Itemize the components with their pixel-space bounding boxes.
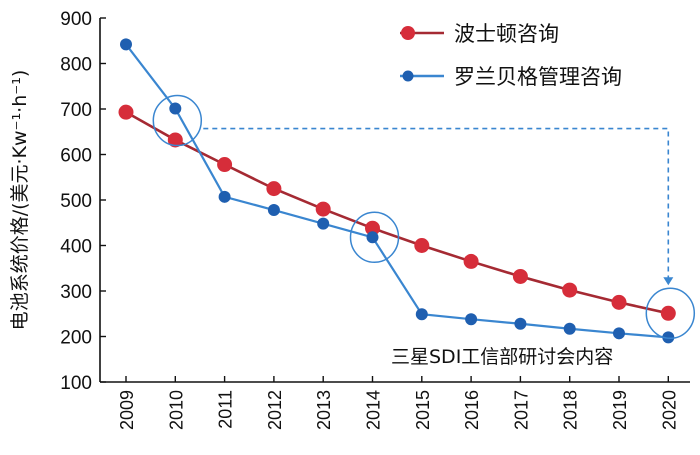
- data-point: [218, 190, 231, 203]
- x-tick-label: 2009: [117, 390, 137, 430]
- data-point: [463, 253, 479, 269]
- data-point: [317, 217, 330, 230]
- x-tick-label: 2020: [659, 390, 679, 430]
- y-tick-label: 600: [60, 146, 92, 167]
- data-point: [613, 327, 625, 340]
- data-point: [414, 238, 430, 253]
- data-point: [366, 231, 379, 244]
- data-point: [512, 268, 528, 284]
- data-point: [120, 38, 132, 51]
- series-line-0: [125, 111, 669, 315]
- y-tick-label: 100: [60, 373, 92, 394]
- y-tick-label: 900: [60, 9, 92, 30]
- data-point: [514, 317, 527, 330]
- highlight-circle: [152, 94, 203, 147]
- series-line-1: [125, 43, 669, 339]
- data-point: [611, 294, 627, 310]
- x-tick-label: 2015: [413, 390, 433, 430]
- data-point: [118, 104, 134, 120]
- data-point: [660, 305, 676, 321]
- y-tick-label: 800: [60, 55, 92, 76]
- y-tick-label: 400: [60, 237, 92, 258]
- x-tick-label: 2010: [166, 390, 186, 430]
- dashed-arrow-head: [663, 277, 674, 286]
- dashed-arrow-line: [203, 127, 670, 282]
- x-tick-label: 2018: [561, 390, 581, 430]
- data-point: [266, 181, 282, 197]
- y-tick-label: 300: [60, 282, 92, 303]
- data-point: [167, 132, 183, 148]
- y-tick-label: 700: [60, 100, 92, 121]
- x-tick-label: 2011: [216, 390, 236, 429]
- data-point: [415, 308, 428, 321]
- legend-swatch-marker: [402, 70, 414, 82]
- highlight-circle: [645, 287, 696, 340]
- data-point: [267, 204, 280, 217]
- y-tick-label: 500: [60, 191, 92, 212]
- x-tick-label: 2017: [511, 390, 531, 430]
- legend-swatch-marker: [401, 26, 415, 40]
- legend-label: 波士顿咨询: [454, 22, 559, 46]
- data-point: [315, 201, 331, 217]
- data-point: [217, 157, 233, 173]
- x-tick-label: 2014: [364, 390, 384, 430]
- y-axis-title: 电池系统价格/(美元·Kw⁻¹·h⁻¹): [9, 70, 31, 331]
- highlight-circle: [349, 211, 400, 264]
- legend-label: 罗兰贝格管理咨询: [454, 65, 622, 89]
- x-tick-label: 2016: [462, 390, 482, 430]
- x-tick-label: 2019: [610, 390, 630, 430]
- data-point: [662, 331, 675, 344]
- y-tick-label: 200: [60, 328, 92, 349]
- x-tick-label: 2013: [314, 390, 334, 430]
- data-point: [365, 220, 380, 236]
- data-point: [169, 102, 182, 115]
- x-tick-label: 2012: [265, 390, 285, 430]
- data-point: [562, 282, 578, 298]
- annotation-note: 三星SDI工信部研讨会内容: [391, 346, 613, 368]
- data-point: [465, 313, 478, 326]
- data-point: [563, 322, 576, 335]
